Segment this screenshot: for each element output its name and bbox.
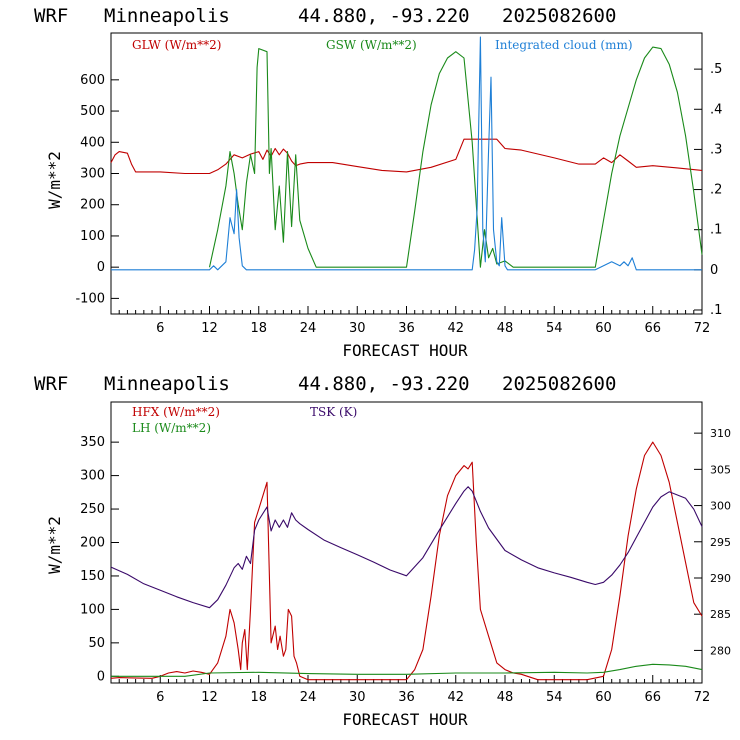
y-axis-label: W/m**2 xyxy=(45,516,64,574)
chart-title-date: 2025082600 xyxy=(502,373,616,395)
y-tick-label: 50 xyxy=(88,636,105,651)
y2-tick-label: 0 xyxy=(710,263,718,278)
x-tick-label: 36 xyxy=(398,690,415,705)
x-tick-label: 66 xyxy=(644,321,661,336)
right-axis-ticks: .1 0 .1 .2 .3 .4 .5 xyxy=(694,62,722,318)
left-axis-ticks: -100 0 100 200 300 400 500 600 xyxy=(75,73,119,306)
legend-gsw: GSW (W/m**2) xyxy=(326,38,417,52)
series-line-3 xyxy=(110,486,703,609)
y-tick-label: 0 xyxy=(97,260,105,275)
x-tick-label: 24 xyxy=(300,321,317,336)
x-tick-label: 24 xyxy=(300,690,317,705)
x-tick-label: 36 xyxy=(398,321,415,336)
y2-tick-label: .4 xyxy=(710,102,722,117)
x-tick-label: 60 xyxy=(595,690,612,705)
series-lines xyxy=(110,441,703,681)
y-tick-label: 0 xyxy=(97,669,105,684)
x-tick-label: 66 xyxy=(644,690,661,705)
left-axis-ticks: 0 50 100 150 200 250 300 350 xyxy=(80,435,119,684)
x-tick-label: 12 xyxy=(201,321,218,336)
y2-tick-label: .3 xyxy=(710,142,722,157)
y-tick-label: 350 xyxy=(80,435,105,450)
legend-glw: GLW (W/m**2) xyxy=(132,38,221,52)
x-tick-label: 30 xyxy=(349,321,366,336)
series-line-1 xyxy=(110,138,703,175)
series-lines xyxy=(110,36,703,271)
chart-title-city: Minneapolis xyxy=(104,5,230,27)
y2-tick-label: 295 xyxy=(710,536,731,549)
y2-tick-label: .1 xyxy=(710,223,722,238)
x-tick-label: 54 xyxy=(546,321,563,336)
chart-title-coords: 44.880, -93.220 xyxy=(298,5,470,27)
x-axis-ticks: 6 12 18 24 30 36 42 48 54 60 66 72 xyxy=(118,306,711,336)
y2-tick-label: .2 xyxy=(710,183,722,198)
y-tick-label: 300 xyxy=(80,167,105,182)
series-line-2 xyxy=(111,663,703,677)
y-tick-label: 200 xyxy=(80,198,105,213)
y2-tick-label: .5 xyxy=(710,62,722,77)
chart-title-model: WRF xyxy=(34,5,68,27)
legend-tsk: TSK (K) xyxy=(310,405,357,419)
y2-tick-label: 305 xyxy=(710,463,731,476)
x-tick-label: 72 xyxy=(694,690,711,705)
chart-radiation: WRF Minneapolis 44.880, -93.220 20250826… xyxy=(34,5,722,360)
legend-hfx: HFX (W/m**2) xyxy=(132,405,220,419)
y2-tick-label: 310 xyxy=(710,427,731,440)
x-tick-label: 6 xyxy=(156,690,164,705)
x-tick-label: 42 xyxy=(447,321,464,336)
y2-tick-label: 280 xyxy=(710,644,731,657)
y-tick-label: 600 xyxy=(80,73,105,88)
x-tick-label: 72 xyxy=(694,321,711,336)
y-tick-label: 300 xyxy=(80,469,105,484)
x-tick-label: 6 xyxy=(156,321,164,336)
y-axis-label: W/m**2 xyxy=(45,151,64,209)
y-tick-label: -100 xyxy=(75,291,105,306)
x-tick-label: 48 xyxy=(497,321,514,336)
y-tick-label: 250 xyxy=(80,502,105,517)
series-line-2 xyxy=(208,46,703,268)
x-tick-label: 48 xyxy=(497,690,514,705)
y-tick-label: 150 xyxy=(80,569,105,584)
x-tick-label: 18 xyxy=(250,321,267,336)
chart-title-date: 2025082600 xyxy=(502,5,616,27)
x-axis-label: FORECAST HOUR xyxy=(342,710,468,729)
y2-tick-label: 300 xyxy=(710,500,731,513)
x-tick-label: 18 xyxy=(250,690,267,705)
series-line-1 xyxy=(110,441,703,681)
x-axis-ticks: 6 12 18 24 30 36 42 48 54 60 66 72 xyxy=(118,675,711,705)
legend-lh: LH (W/m**2) xyxy=(132,421,211,435)
y-tick-label: 100 xyxy=(80,229,105,244)
x-tick-label: 60 xyxy=(595,321,612,336)
series-line-3 xyxy=(111,36,702,271)
y-tick-label: 500 xyxy=(80,104,105,119)
legend-cloud: Integrated cloud (mm) xyxy=(495,38,633,52)
x-tick-label: 42 xyxy=(447,690,464,705)
x-tick-label: 12 xyxy=(201,690,218,705)
x-tick-label: 54 xyxy=(546,690,563,705)
y2-tick-label: 285 xyxy=(710,608,731,621)
x-tick-label: 30 xyxy=(349,690,366,705)
chart-title-model: WRF xyxy=(34,373,68,395)
y-tick-label: 100 xyxy=(80,602,105,617)
x-axis-label: FORECAST HOUR xyxy=(342,341,468,360)
y2-tick-label: .1 xyxy=(710,303,722,318)
y2-tick-label: 290 xyxy=(710,572,731,585)
right-axis-ticks: 280 285 290 295 300 305 310 xyxy=(694,427,731,657)
chart-surface-flux: WRF Minneapolis 44.880, -93.220 20250826… xyxy=(34,373,731,729)
y-tick-label: 400 xyxy=(80,135,105,150)
y-tick-label: 200 xyxy=(80,536,105,551)
chart-title-city: Minneapolis xyxy=(104,373,230,395)
chart-title-coords: 44.880, -93.220 xyxy=(298,373,470,395)
